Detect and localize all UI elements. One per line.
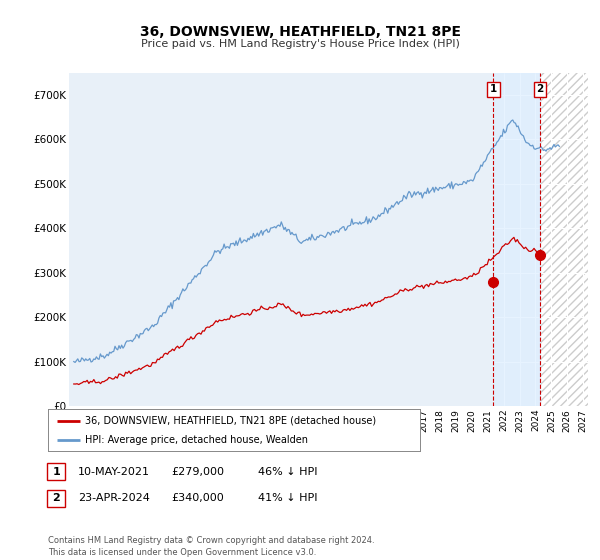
Bar [540, 73, 591, 406]
Text: 2: 2 [53, 493, 60, 503]
Text: 1: 1 [53, 466, 60, 477]
Text: 41% ↓ HPI: 41% ↓ HPI [258, 493, 317, 503]
Text: 2: 2 [536, 85, 544, 95]
Text: HPI: Average price, detached house, Wealden: HPI: Average price, detached house, Weal… [85, 435, 308, 445]
Text: 46% ↓ HPI: 46% ↓ HPI [258, 466, 317, 477]
Bar [66, 73, 493, 406]
Text: 36, DOWNSVIEW, HEATHFIELD, TN21 8PE (detached house): 36, DOWNSVIEW, HEATHFIELD, TN21 8PE (det… [85, 416, 376, 426]
Text: 23-APR-2024: 23-APR-2024 [78, 493, 150, 503]
Text: £340,000: £340,000 [171, 493, 224, 503]
Text: Price paid vs. HM Land Registry's House Price Index (HPI): Price paid vs. HM Land Registry's House … [140, 39, 460, 49]
Text: 10-MAY-2021: 10-MAY-2021 [78, 466, 150, 477]
Bar [540, 73, 591, 406]
Text: Contains HM Land Registry data © Crown copyright and database right 2024.
This d: Contains HM Land Registry data © Crown c… [48, 536, 374, 557]
Text: £279,000: £279,000 [171, 466, 224, 477]
Text: 36, DOWNSVIEW, HEATHFIELD, TN21 8PE: 36, DOWNSVIEW, HEATHFIELD, TN21 8PE [139, 25, 461, 39]
Text: 1: 1 [490, 85, 497, 95]
Bar [493, 73, 540, 406]
